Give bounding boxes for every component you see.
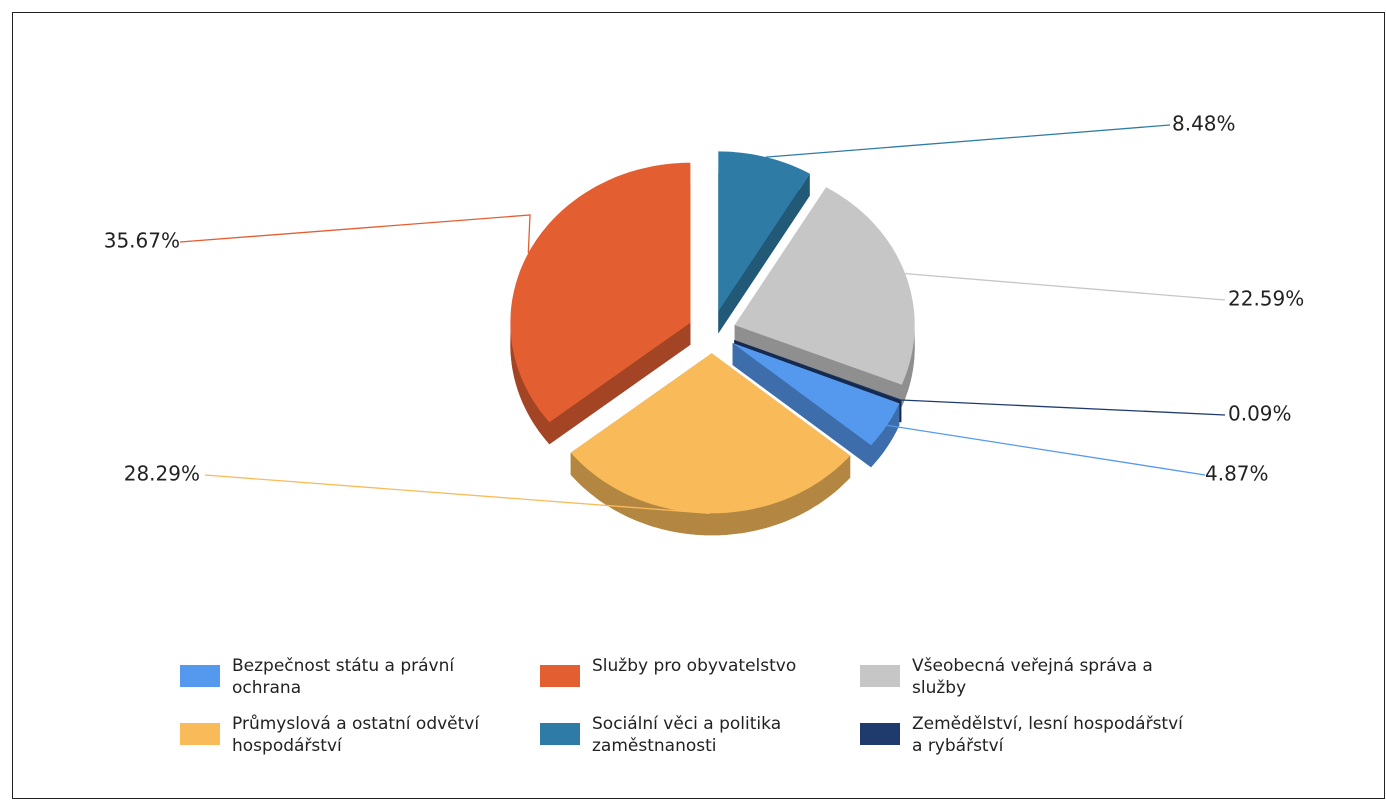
legend-item: Bezpečnost státu a právní ochrana [180, 655, 520, 699]
slice [510, 162, 691, 423]
legend-label: Průmyslová a ostatní odvětví hospodářstv… [232, 714, 480, 756]
legend-item: Sociální věci a politika zaměstnanosti [540, 713, 880, 757]
leader-line [886, 424, 1206, 476]
data-label: 28.29% [124, 462, 200, 486]
slice-side [732, 343, 871, 468]
frame [12, 12, 1385, 799]
slice-side [570, 452, 851, 536]
data-label: 8.48% [1172, 112, 1236, 136]
legend-swatch [540, 723, 580, 745]
leader-line [765, 124, 1171, 158]
slice [570, 353, 851, 514]
legend-item: Průmyslová a ostatní odvětví hospodářstv… [180, 713, 520, 757]
legend-label: Bezpečnost státu a právní ochrana [232, 656, 455, 698]
legend-label: Sociální věci a politika zaměstnanosti [592, 714, 782, 756]
slice-side [510, 322, 550, 445]
legend-item: Služby pro obyvatelstvo [540, 655, 880, 687]
legend-label: Zemědělství, lesní hospodářství a rybářs… [912, 714, 1183, 756]
slice [732, 343, 900, 446]
legend-item: Všeobecná veřejná správa a služby [860, 655, 1200, 699]
slice-side [901, 325, 915, 407]
leader-line [204, 474, 710, 514]
leader-line [179, 214, 531, 254]
slice-side [549, 322, 691, 445]
leader-line [901, 399, 1226, 416]
legend-label: Služby pro obyvatelstvo [592, 656, 797, 676]
legend-label: Všeobecná veřejná správa a služby [912, 656, 1153, 698]
slice [734, 187, 915, 385]
slice-side [871, 403, 900, 468]
data-label: 4.87% [1205, 462, 1269, 486]
slice [718, 151, 810, 312]
legend-swatch [180, 665, 220, 687]
slice-side [718, 173, 810, 334]
legend-swatch [180, 723, 220, 745]
legend-swatch [540, 665, 580, 687]
data-label: 35.67% [104, 229, 180, 253]
slice [734, 340, 902, 401]
data-label: 0.09% [1228, 402, 1292, 426]
data-label: 22.59% [1228, 287, 1304, 311]
leader-line [905, 272, 1226, 301]
legend-swatch [860, 665, 900, 687]
legend-swatch [860, 723, 900, 745]
legend-item: Zemědělství, lesní hospodářství a rybářs… [860, 713, 1200, 757]
